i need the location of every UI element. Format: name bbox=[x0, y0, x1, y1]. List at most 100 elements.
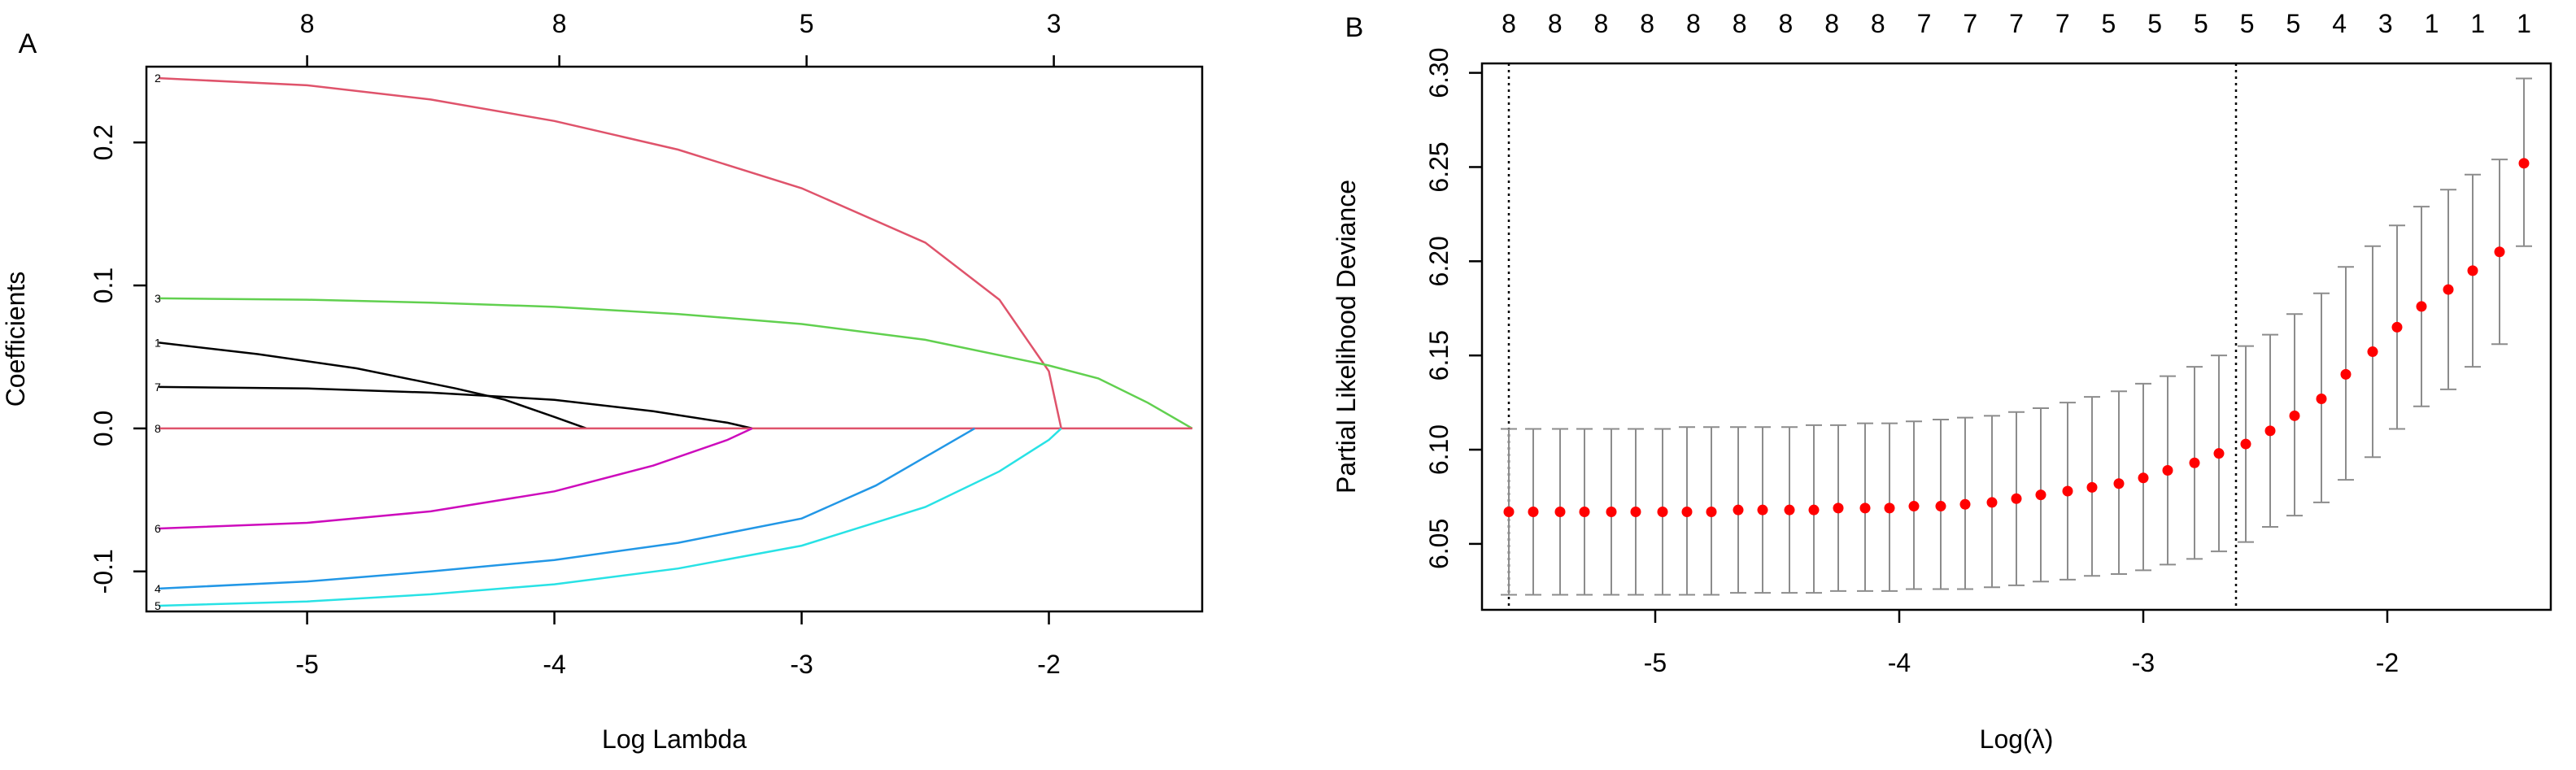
deviance-point bbox=[1681, 507, 1693, 518]
coefficient-path-7 bbox=[159, 385, 753, 430]
deviance-point bbox=[1859, 502, 1871, 514]
coefficient-path-5 bbox=[159, 427, 1062, 607]
deviance-point bbox=[1833, 502, 1844, 514]
y-tick-label: -0.1 bbox=[89, 549, 118, 594]
deviance-point bbox=[2062, 485, 2073, 497]
y-tick-label: 6.20 bbox=[1424, 236, 1454, 286]
x-tick-label: -5 bbox=[295, 650, 318, 679]
deviance-point bbox=[1657, 507, 1668, 518]
top-count-label: 8 bbox=[1871, 9, 1885, 38]
deviance-point bbox=[2443, 284, 2454, 295]
top-count-label: 5 bbox=[2194, 9, 2208, 38]
top-count-label: 8 bbox=[1640, 9, 1654, 38]
top-count-label: 7 bbox=[2055, 9, 2070, 38]
x-tick-label: -4 bbox=[1888, 648, 1911, 677]
plot-frame bbox=[1480, 62, 2552, 611]
top-count-label: 8 bbox=[1778, 9, 1793, 38]
x-tick-label: -2 bbox=[1037, 650, 1060, 679]
series-label-3: 3 bbox=[155, 292, 161, 305]
deviance-point bbox=[1959, 498, 1971, 510]
deviance-point bbox=[1908, 501, 1920, 512]
deviance-point bbox=[2138, 472, 2149, 484]
coefficient-path-2 bbox=[159, 76, 1062, 429]
series-label-2: 2 bbox=[155, 72, 161, 85]
top-count-label: 5 bbox=[2240, 9, 2255, 38]
y-axis-title: Partial Likelihood Deviance bbox=[1332, 180, 1361, 494]
deviance-point bbox=[2162, 465, 2173, 476]
deviance-point bbox=[2467, 265, 2478, 276]
coefficient-path-1 bbox=[159, 341, 587, 430]
panel-a: A -5 -4 -3 -2 8 8 5 3 -0.1 0.0 0.1 0.2 Log Lambda Coef… bbox=[1, 9, 1204, 754]
series-label-5: 5 bbox=[155, 599, 161, 612]
top-count-label: 7 bbox=[1963, 9, 1977, 38]
deviance-point bbox=[1784, 504, 1795, 516]
x-axis-title: Log(λ) bbox=[1980, 724, 2054, 754]
top-tick-label: 3 bbox=[1047, 9, 1061, 38]
deviance-point bbox=[2011, 493, 2022, 504]
top-count-label: 8 bbox=[1594, 9, 1609, 38]
deviance-point bbox=[2518, 158, 2530, 169]
deviance-point bbox=[1935, 501, 1946, 512]
deviance-point bbox=[1706, 507, 1717, 518]
deviance-point bbox=[1884, 502, 1895, 514]
top-count-label: 3 bbox=[2378, 9, 2393, 38]
y-tick-label: 6.15 bbox=[1424, 330, 1454, 381]
x-tick-label: -3 bbox=[790, 650, 813, 679]
x-tick-label: -3 bbox=[2132, 648, 2155, 677]
top-tick-label: 8 bbox=[300, 9, 315, 38]
series-label-7: 7 bbox=[155, 381, 161, 394]
top-count-label: 7 bbox=[1917, 9, 1932, 38]
panel-b: B -5 -4 -3 -2 8 8 8 8 8 8 8 8 8 7 7 7 7 5 5 5 5 5 4 3 1 1 1 6.05 6.10… bbox=[1332, 9, 2552, 754]
deviance-point bbox=[2240, 438, 2251, 450]
coefficient-path-3 bbox=[159, 297, 1193, 429]
deviance-point bbox=[1757, 504, 1768, 516]
x-tick-label: -4 bbox=[543, 650, 565, 679]
top-count-label: 5 bbox=[2102, 9, 2116, 38]
coefficient-path-6 bbox=[159, 427, 753, 530]
coefficient-path-4 bbox=[159, 427, 975, 590]
deviance-point bbox=[1606, 507, 1617, 518]
deviance-point bbox=[2416, 301, 2427, 312]
y-axis-title: Coefficients bbox=[1, 272, 30, 407]
top-tick-label: 8 bbox=[552, 9, 567, 38]
deviance-point bbox=[2264, 425, 2276, 437]
top-count-label: 8 bbox=[1502, 9, 1516, 38]
top-count-label: 5 bbox=[2286, 9, 2300, 38]
deviance-point bbox=[2189, 457, 2200, 468]
deviance-point bbox=[2367, 346, 2378, 358]
panel-label: A bbox=[19, 28, 37, 59]
top-count-label: 1 bbox=[2470, 9, 2485, 38]
top-count-label: 8 bbox=[1548, 9, 1563, 38]
top-count-label: 8 bbox=[1824, 9, 1839, 38]
top-count-label: 1 bbox=[2425, 9, 2439, 38]
top-count-label: 5 bbox=[2147, 9, 2162, 38]
y-tick-label: 6.10 bbox=[1424, 424, 1454, 475]
top-count-label: 7 bbox=[2009, 9, 2024, 38]
y-tick-label: 0.0 bbox=[89, 411, 118, 446]
deviance-point bbox=[1630, 507, 1641, 518]
deviance-point bbox=[2316, 393, 2327, 404]
deviance-point bbox=[2391, 321, 2403, 333]
deviance-point bbox=[1579, 507, 1590, 518]
series-label-8: 8 bbox=[155, 422, 161, 435]
series-label-4: 4 bbox=[155, 582, 161, 595]
deviance-point bbox=[1733, 504, 1744, 516]
top-count-label: 1 bbox=[2517, 9, 2531, 38]
deviance-point bbox=[1528, 507, 1539, 518]
deviance-point bbox=[1986, 497, 1998, 508]
series-label-6: 6 bbox=[155, 522, 161, 535]
top-count-label: 8 bbox=[1733, 9, 1747, 38]
x-tick-label: -5 bbox=[1644, 648, 1667, 677]
top-tick-label: 5 bbox=[800, 9, 814, 38]
deviance-point bbox=[2494, 246, 2505, 258]
deviance-point bbox=[1808, 504, 1820, 516]
deviance-point bbox=[2340, 368, 2352, 380]
top-count-label: 4 bbox=[2332, 9, 2347, 38]
deviance-point bbox=[1503, 507, 1515, 518]
deviance-point bbox=[1554, 507, 1566, 518]
deviance-point bbox=[2113, 478, 2125, 489]
deviance-point bbox=[2035, 489, 2046, 501]
y-tick-label: 6.05 bbox=[1424, 519, 1454, 569]
series-label-1: 1 bbox=[155, 336, 161, 349]
